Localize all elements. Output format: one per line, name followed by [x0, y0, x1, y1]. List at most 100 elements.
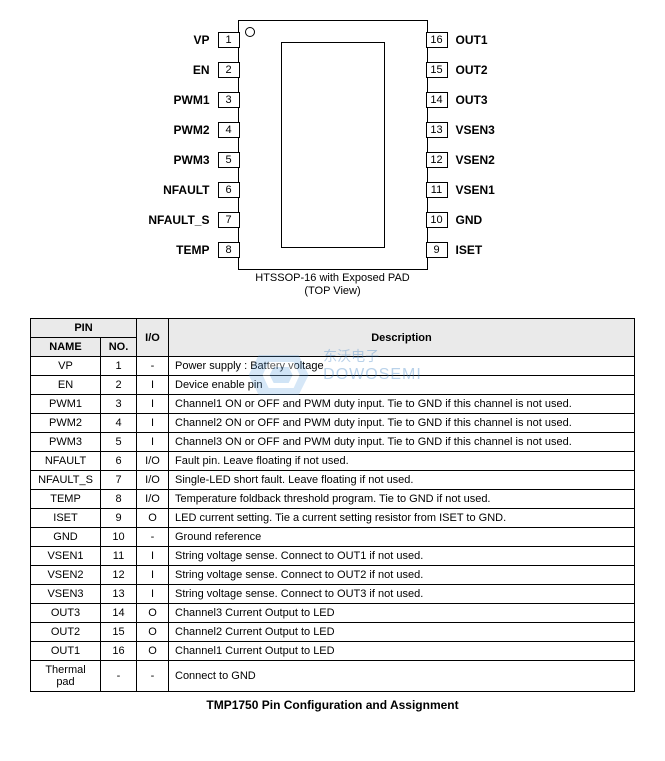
cell-no: - [101, 661, 137, 692]
pin-number-box: 3 [218, 92, 240, 108]
cell-io: I [137, 433, 169, 452]
pin-row-left: NFAULT_S7 [123, 210, 333, 230]
cell-no: 16 [101, 642, 137, 661]
pin-number-box: 14 [426, 92, 448, 108]
table-row: PWM13IChannel1 ON or OFF and PWM duty in… [31, 395, 635, 414]
cell-desc: Temperature foldback threshold program. … [169, 490, 635, 509]
cell-io: I [137, 547, 169, 566]
cell-name: NFAULT [31, 452, 101, 471]
pin-row-left: EN2 [123, 60, 333, 80]
cell-desc: Channel3 Current Output to LED [169, 604, 635, 623]
cell-name: ISET [31, 509, 101, 528]
pin-number-box: 12 [426, 152, 448, 168]
table-row: GND10-Ground reference [31, 528, 635, 547]
cell-io: I [137, 414, 169, 433]
pin-label: OUT2 [448, 63, 543, 77]
cell-name: OUT2 [31, 623, 101, 642]
cell-name: EN [31, 376, 101, 395]
table-row: VSEN111IString voltage sense. Connect to… [31, 547, 635, 566]
pin-row-left: VP1 [123, 30, 333, 50]
cell-desc: Ground reference [169, 528, 635, 547]
cell-desc: Channel1 Current Output to LED [169, 642, 635, 661]
cell-desc: Channel3 ON or OFF and PWM duty input. T… [169, 433, 635, 452]
table-row: Thermal pad--Connect to GND [31, 661, 635, 692]
cell-io: O [137, 604, 169, 623]
cell-no: 6 [101, 452, 137, 471]
pin-label: NFAULT_S [123, 213, 218, 227]
pin-label: OUT3 [448, 93, 543, 107]
cell-io: - [137, 661, 169, 692]
pin-label: TEMP [123, 243, 218, 257]
header-name: NAME [31, 338, 101, 357]
cell-io: I [137, 376, 169, 395]
cell-desc: Device enable pin [169, 376, 635, 395]
cell-no: 9 [101, 509, 137, 528]
pin-label: OUT1 [448, 33, 543, 47]
header-io: I/O [137, 319, 169, 357]
cell-io: - [137, 528, 169, 547]
pin-number-box: 5 [218, 152, 240, 168]
table-row: VP1-Power supply : Battery voltage [31, 357, 635, 376]
cell-no: 2 [101, 376, 137, 395]
pin-number-box: 11 [426, 182, 448, 198]
cell-no: 7 [101, 471, 137, 490]
cell-name: OUT3 [31, 604, 101, 623]
table-row: EN2IDevice enable pin [31, 376, 635, 395]
pin-label: VSEN1 [448, 183, 543, 197]
chip-caption: HTSSOP-16 with Exposed PAD (TOP View) [123, 272, 543, 298]
cell-name: VSEN3 [31, 585, 101, 604]
page-wrap: VP1EN2PWM13PWM24PWM35NFAULT6NFAULT_S7TEM… [30, 20, 635, 712]
cell-desc: Fault pin. Leave floating if not used. [169, 452, 635, 471]
pin-row-left: PWM35 [123, 150, 333, 170]
cell-no: 10 [101, 528, 137, 547]
cell-name: PWM2 [31, 414, 101, 433]
cell-io: I/O [137, 452, 169, 471]
cell-desc: Channel1 ON or OFF and PWM duty input. T… [169, 395, 635, 414]
cell-io: I [137, 395, 169, 414]
cell-io: O [137, 642, 169, 661]
pin-row-right: 13VSEN3 [333, 120, 543, 140]
cell-name: GND [31, 528, 101, 547]
cell-io: I/O [137, 490, 169, 509]
cell-no: 1 [101, 357, 137, 376]
cell-name: OUT1 [31, 642, 101, 661]
header-no: NO. [101, 338, 137, 357]
pin-row-right: 11VSEN1 [333, 180, 543, 200]
pin-label: PWM1 [123, 93, 218, 107]
cell-desc: LED current setting. Tie a current setti… [169, 509, 635, 528]
cell-no: 5 [101, 433, 137, 452]
cell-no: 4 [101, 414, 137, 433]
cell-name: PWM1 [31, 395, 101, 414]
chip-caption-line2: (TOP View) [304, 285, 360, 297]
cell-no: 11 [101, 547, 137, 566]
pin-row-right: 16OUT1 [333, 30, 543, 50]
cell-io: O [137, 623, 169, 642]
pin-row-right: 14OUT3 [333, 90, 543, 110]
pin-label: NFAULT [123, 183, 218, 197]
pin-number-box: 6 [218, 182, 240, 198]
cell-desc: Connect to GND [169, 661, 635, 692]
cell-no: 14 [101, 604, 137, 623]
pin-number-box: 9 [426, 242, 448, 258]
header-desc: Description [169, 319, 635, 357]
table-caption: TMP1750 Pin Configuration and Assignment [30, 698, 635, 712]
cell-no: 15 [101, 623, 137, 642]
table-row: VSEN313IString voltage sense. Connect to… [31, 585, 635, 604]
pin-table-header: PIN I/O Description NAME NO. [31, 319, 635, 357]
pin-row-right: 9ISET [333, 240, 543, 260]
cell-io: I [137, 585, 169, 604]
cell-name: VSEN2 [31, 566, 101, 585]
pin-row-left: TEMP8 [123, 240, 333, 260]
pin-label: VSEN2 [448, 153, 543, 167]
pin-row-right: 15OUT2 [333, 60, 543, 80]
cell-no: 13 [101, 585, 137, 604]
cell-io: I/O [137, 471, 169, 490]
pin-number-box: 2 [218, 62, 240, 78]
cell-desc: Channel2 ON or OFF and PWM duty input. T… [169, 414, 635, 433]
cell-desc: Channel2 Current Output to LED [169, 623, 635, 642]
pin-label: PWM3 [123, 153, 218, 167]
cell-no: 3 [101, 395, 137, 414]
pin-table: PIN I/O Description NAME NO. VP1-Power s… [30, 318, 635, 692]
cell-name: PWM3 [31, 433, 101, 452]
pin-number-box: 10 [426, 212, 448, 228]
